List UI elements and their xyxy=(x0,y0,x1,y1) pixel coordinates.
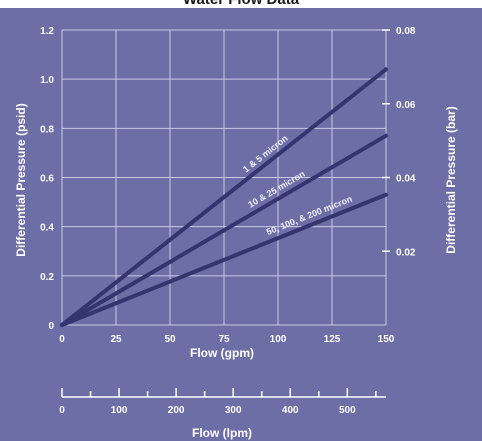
x2-tick-label-5: 500 xyxy=(339,405,356,416)
series-line-1 xyxy=(60,133,388,327)
series-label-0: 1 & 5 micron xyxy=(241,133,290,174)
x-tick-label-3: 75 xyxy=(218,334,230,345)
y-tick-label-6: 1.2 xyxy=(40,26,54,37)
x-tick-label-5: 125 xyxy=(324,334,341,345)
y-tick-label-2: 0.4 xyxy=(40,223,54,234)
series-line-0 xyxy=(60,67,388,327)
x-tick-label-6: 150 xyxy=(378,334,395,345)
y2-tick-label-1: 0.04 xyxy=(396,174,416,185)
y-tick-label-5: 1.0 xyxy=(40,75,54,86)
series-line-2 xyxy=(60,192,388,327)
chart-title: Water Flow Data xyxy=(0,0,482,8)
x-tick-label-1: 25 xyxy=(110,334,122,345)
y-tick-label-3: 0.6 xyxy=(40,174,54,185)
x2-tick-label-1: 100 xyxy=(111,405,128,416)
x2-tick-label-2: 200 xyxy=(168,405,185,416)
y2-tick-label-2: 0.06 xyxy=(396,100,416,111)
x2-tick-label-3: 300 xyxy=(225,405,242,416)
x-axis-label: Flow (gpm) xyxy=(190,346,254,360)
y-tick-label-4: 0.8 xyxy=(40,124,54,135)
x-tick-label-2: 50 xyxy=(164,334,176,345)
x2-tick-label-0: 0 xyxy=(59,405,65,416)
y-axis-label: Differential Pressure (psid) xyxy=(14,103,28,256)
x2-axis-label: Flow (lpm) xyxy=(192,426,252,440)
y2-tick-label-0: 0.02 xyxy=(396,247,416,258)
x2-tick-label-4: 400 xyxy=(282,405,299,416)
x-tick-label-4: 100 xyxy=(270,334,287,345)
y2-axis-label: Differential Pressure (bar) xyxy=(444,106,458,253)
chart-panel xyxy=(0,8,482,441)
y-tick-label-0: 0 xyxy=(48,321,54,332)
y-tick-label-1: 0.2 xyxy=(40,272,54,283)
y2-tick-label-3: 0.08 xyxy=(396,26,416,37)
x-tick-label-0: 0 xyxy=(59,334,65,345)
